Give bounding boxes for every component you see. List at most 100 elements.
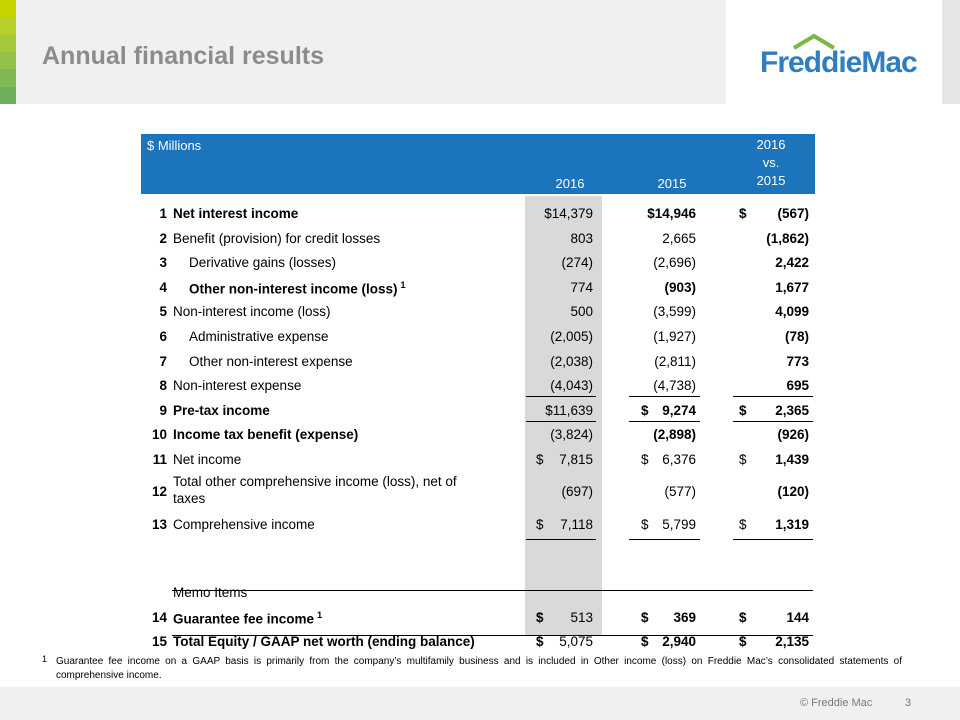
value-2015: (2,696) (653, 255, 696, 271)
row-label-text: Non-interest income (loss) (173, 304, 331, 320)
house-roof-icon (792, 33, 836, 50)
freddie-mac-logo: FreddieMac (760, 32, 920, 79)
row-label: Income tax benefit (expense) (173, 427, 358, 442)
currency-symbol: $ (536, 634, 544, 650)
table-row: 13 Comprehensive income $ $ $7,118 5,799 1,319 (141, 512, 815, 537)
row-label-text: Administrative expense (189, 328, 329, 344)
table-row: 2 Benefit (provision) for credit losses 80… (141, 226, 815, 251)
row-label-text: Net income (173, 451, 242, 467)
table-body: 1 Net interest income $ $14,379 $14,946 (567)… (141, 201, 815, 654)
value-variance: (567) (777, 206, 809, 221)
accent-stripe (0, 0, 16, 104)
row-label-text: Total other comprehensive income (loss),… (173, 473, 457, 506)
value-2015: (903) (664, 279, 696, 295)
currency-symbol: $ (536, 516, 544, 532)
rule-line (733, 539, 813, 540)
current-year-column-shading (525, 196, 602, 636)
value-2015: (3,599) (653, 304, 696, 320)
value-variance: (926) (777, 427, 809, 443)
value-2016: $11,639 (545, 402, 593, 418)
row-label: Net income (173, 452, 241, 467)
row-label-text: Income tax benefit (expense) (173, 427, 359, 443)
table-row: 11 Net income $ $ $7,815 6,376 1,439 (141, 447, 815, 472)
row-label-text: Non-interest expense (173, 378, 302, 394)
value-2016: 774 (570, 279, 593, 295)
value-variance: 1,439 (775, 451, 809, 467)
value-2016: (3,824) (550, 427, 593, 443)
value-variance: 1,319 (775, 516, 809, 532)
value-2016: (2,038) (550, 353, 593, 369)
row-number: 12 (151, 483, 167, 499)
value-2015: 6,376 (662, 451, 696, 467)
row-label-text: Guarantee fee income (173, 611, 315, 627)
value-2015: (2,811) (654, 353, 696, 369)
currency-symbol: $ (739, 609, 747, 625)
value-2015: (4,738) (653, 378, 696, 394)
financial-table-header: $ Millions 2016 2015 2016 vs. 2015 (141, 134, 815, 194)
row-number: 5 (159, 304, 167, 320)
value-variance: 144 (786, 609, 809, 625)
row-label-text: Other non-interest income (loss) (189, 281, 398, 297)
value-2016: $14,379 (544, 206, 593, 221)
table-row: 3 Derivative gains (losses) (274) (2,696) 2,… (141, 250, 815, 275)
rule-line (629, 421, 700, 422)
value-2015: 369 (673, 609, 696, 625)
row-number: 8 (159, 378, 167, 394)
row-label-text: Benefit (provision) for credit losses (173, 230, 381, 246)
row-label: Total Equity / GAAP net worth (ending ba… (173, 634, 475, 649)
value-2015: (577) (664, 483, 696, 499)
row-label: Other non-interest expense (189, 354, 353, 369)
value-2016: (697) (561, 483, 593, 499)
table-row: 1 Net interest income $ $14,379 $14,946 (567) (141, 201, 815, 226)
col-header-2016: 2016 (555, 176, 585, 191)
col-header-variance: 2016 vs. 2015 (756, 137, 786, 188)
rule-line (629, 539, 700, 540)
row-number: 2 (159, 230, 167, 246)
row-number: 15 (151, 634, 167, 650)
rule-line (526, 396, 596, 397)
row-number: 13 (151, 516, 167, 532)
copyright: © Freddie Mac (800, 697, 873, 709)
row-label: Total other comprehensive income (loss),… (173, 473, 473, 507)
row-number: 9 (159, 402, 167, 418)
value-2015: (1,927) (653, 328, 696, 344)
value-2016: 500 (570, 304, 593, 320)
row-label: Net interest income (173, 206, 298, 221)
row-label: Derivative gains (losses) (189, 255, 336, 270)
currency-symbol: $ (739, 206, 747, 221)
table-spacer (141, 536, 815, 580)
row-label-text: Derivative gains (losses) (189, 255, 337, 271)
row-label: Non-interest income (loss) (173, 304, 331, 319)
currency-symbol: $ (536, 609, 544, 625)
currency-symbol: $ (641, 451, 649, 467)
row-label-text: Net interest income (173, 206, 299, 221)
row-number: 7 (159, 353, 167, 369)
table-header-row: $ Millions 2016 2015 2016 vs. 2015 (141, 134, 815, 194)
currency-symbol: $ (739, 451, 747, 467)
value-2015: 2,665 (662, 230, 696, 246)
row-label-text: Total Equity / GAAP net worth (ending ba… (173, 634, 475, 650)
value-2016: 513 (570, 609, 593, 625)
currency-symbol: $ (739, 516, 747, 532)
footnote-text: Guarantee fee income on a GAAP basis is … (56, 656, 902, 681)
row-number: 3 (159, 255, 167, 271)
table-row: 9 Pre-tax income $ $ $11,639 9,274 2,365 (141, 398, 815, 423)
row-label: Administrative expense (189, 329, 329, 344)
row-label-text: Other non-interest expense (189, 353, 353, 369)
currency-symbol: $ (641, 516, 649, 532)
table-row: 8 Non-interest expense (4,043) (4,738) 695 (141, 373, 815, 398)
currency-symbol: $ (641, 609, 649, 625)
currency-symbol: $ (641, 402, 649, 418)
row-number: 6 (159, 328, 167, 344)
rule-line (172, 635, 813, 636)
footer-band (0, 687, 960, 720)
row-label: Other non-interest income (loss) 1 (189, 280, 406, 297)
value-variance: (78) (784, 328, 809, 344)
logo-area (726, 0, 942, 104)
value-2016: (4,043) (550, 378, 593, 394)
value-2015: (2,898) (653, 427, 696, 443)
table-row: 7 Other non-interest expense (2,038) (2,811… (141, 349, 815, 374)
currency-symbol: $ (536, 451, 544, 467)
rule-line (733, 396, 813, 397)
memo-items-heading: Memo Items (141, 580, 815, 605)
